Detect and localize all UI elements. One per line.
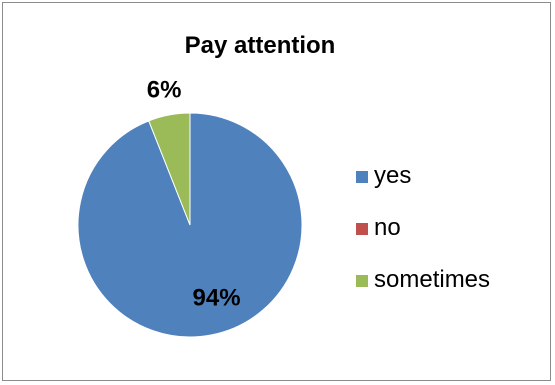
legend-label-no: no <box>374 214 401 241</box>
legend-label-yes: yes <box>374 162 412 189</box>
legend-swatch-sometimes <box>356 275 368 287</box>
legend-label-sometimes: sometimes <box>374 266 491 293</box>
pie-slices <box>77 112 303 338</box>
pie-slice-sometimes <box>148 112 191 226</box>
chart-title: Pay attention <box>184 32 336 59</box>
pie-data-labels: 94% 6% <box>147 76 241 311</box>
data-label-yes: 94% <box>193 285 241 312</box>
legend-swatch-no <box>356 223 368 235</box>
legend-swatch-yes <box>356 171 368 183</box>
data-label-sometimes: 6% <box>147 76 182 103</box>
